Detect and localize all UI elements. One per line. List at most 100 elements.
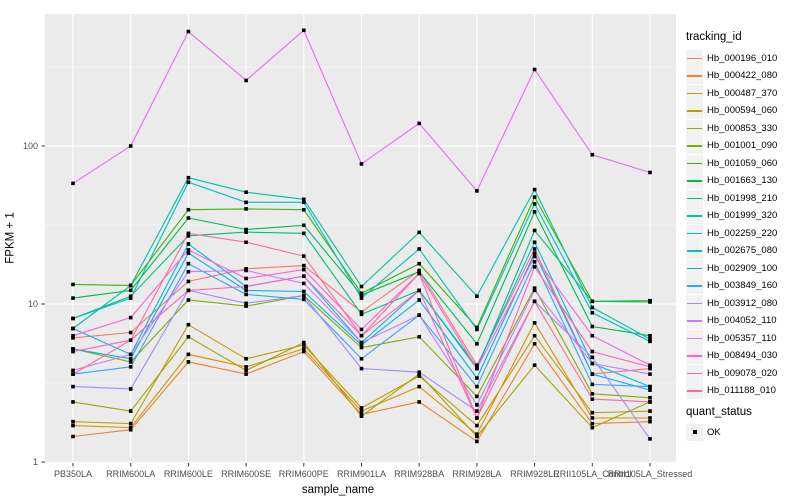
data-point-Hb_004052_110 — [186, 269, 191, 274]
data-point-Hb_004052_110 — [302, 281, 306, 286]
data-point-Hb_000422_080 — [648, 419, 652, 424]
legend-item-Hb_008494_030: Hb_008494_030 — [686, 347, 777, 365]
y-tick-label-1: 1 — [32, 457, 38, 467]
data-point-Hb_002909_100 — [648, 388, 652, 392]
data-point-Hb_004052_110 — [244, 268, 248, 273]
data-point-Hb_000853_330 — [71, 400, 75, 404]
data-point-Hb_003849_160 — [244, 292, 248, 297]
legend-label: Hb_002909_100 — [707, 262, 778, 274]
legend-key-swatch — [686, 119, 703, 137]
data-point-Hb_000196_010 — [128, 330, 133, 335]
legend-key-line — [687, 197, 702, 200]
data-point-Hb_001663_130 — [359, 293, 364, 297]
legend-item-Hb_002675_080: Hb_002675_080 — [686, 242, 777, 260]
data-point-Hb_002909_100 — [417, 298, 421, 302]
legend-key-swatch — [686, 347, 703, 365]
legend-label: Hb_000422_080 — [707, 70, 778, 82]
data-point-Hb_011188_010 — [71, 372, 75, 376]
data-point-Hb_003912_080 — [590, 355, 595, 360]
data-point-Hb_002909_100 — [532, 251, 537, 255]
panel-background — [45, 14, 676, 463]
data-point-Hb_001001_090 — [590, 392, 595, 396]
data-point-Hb_000422_080 — [186, 360, 191, 364]
legend-key-swatch — [686, 242, 703, 260]
data-point-Hb_005357_110 — [590, 152, 595, 157]
x-tick-label-PB350LA: PB350LA — [53, 469, 93, 479]
x-tick-label-RRIM928LE: RRIM928LE — [510, 469, 560, 479]
data-point-Hb_001999_320 — [302, 197, 306, 202]
legend-key-line — [687, 75, 702, 77]
data-point-Hb_009078_020 — [244, 284, 248, 289]
legend-key-swatch — [686, 224, 703, 242]
legend-label: Hb_003849_160 — [707, 280, 778, 292]
legend-label: Hb_001998_210 — [707, 192, 778, 204]
data-point-Hb_001001_090 — [244, 304, 248, 308]
legend-key-swatch — [686, 364, 703, 382]
legend-item-Hb_001059_060: Hb_001059_060 — [686, 154, 778, 173]
data-point-Hb_001998_210 — [532, 228, 537, 233]
data-point-Hb_001059_060 — [417, 261, 421, 266]
data-point-Hb_000422_080 — [532, 341, 537, 346]
data-point-Hb_000422_080 — [71, 434, 75, 439]
legend-key-swatch — [686, 154, 703, 172]
data-point-Hb_000594_060 — [244, 356, 248, 361]
data-point-Hb_003912_080 — [128, 387, 133, 391]
data-point-Hb_004052_110 — [71, 368, 75, 373]
data-point-Hb_005357_110 — [648, 170, 652, 175]
data-point-Hb_003849_160 — [302, 297, 306, 302]
y-tick-label-10: 10 — [27, 299, 38, 309]
data-point-Hb_004052_110 — [590, 361, 595, 366]
data-point-Hb_005357_110 — [532, 67, 537, 72]
x-tick-label-RRIM600SE: RRIM600SE — [221, 469, 272, 479]
legend-key-line — [687, 267, 702, 270]
legend-item-Hb_000196_010: Hb_000196_010 — [686, 49, 777, 68]
data-point-Hb_000594_060 — [128, 421, 133, 426]
x-tick-label-RRIM928LA: RRIM928LA — [452, 469, 502, 479]
data-point-Hb_000487_370 — [302, 347, 306, 351]
legend-key-line — [687, 355, 702, 357]
data-point-Hb_001999_320 — [244, 190, 248, 195]
data-point-Hb_000487_370 — [128, 425, 133, 430]
legend-key-swatch — [686, 102, 703, 120]
data-point-Hb_001059_060 — [475, 325, 479, 330]
data-point-Hb_002675_080 — [532, 240, 537, 245]
data-point-Hb_000422_080 — [128, 427, 133, 432]
legend-label: Hb_005357_110 — [707, 332, 777, 344]
x-tick-label-RRIM901LA: RRIM901LA — [336, 469, 387, 479]
legend-key-line — [687, 390, 702, 392]
data-point-Hb_000853_330 — [417, 372, 421, 376]
data-point-Hb_000853_330 — [532, 363, 537, 367]
legend-item-Hb_000853_330: Hb_000853_330 — [686, 119, 777, 138]
data-point-Hb_003849_160 — [475, 384, 479, 389]
data-point-Hb_008494_030 — [244, 276, 248, 281]
legend-label: Hb_000487_370 — [707, 87, 778, 99]
legend-label: Hb_001059_060 — [707, 157, 778, 169]
data-point-Hb_002259_220 — [475, 327, 479, 332]
data-point-Hb_003912_080 — [71, 384, 75, 389]
data-point-Hb_001998_210 — [590, 299, 595, 304]
data-point-Hb_001059_060 — [186, 207, 191, 212]
data-point-Hb_011188_010 — [302, 254, 306, 258]
data-point-Hb_011188_010 — [186, 231, 191, 236]
data-point-Hb_000853_330 — [244, 368, 248, 373]
data-point-Hb_008494_030 — [590, 333, 595, 338]
data-point-Hb_002909_100 — [475, 376, 479, 380]
legend-label: Hb_008494_030 — [707, 350, 778, 362]
data-point-Hb_001663_130 — [186, 216, 191, 220]
legend-key-line — [687, 232, 702, 235]
data-point-Hb_000487_370 — [532, 321, 537, 325]
legend-key-line — [687, 92, 702, 95]
data-point-Hb_002909_100 — [359, 343, 364, 347]
legend-key-swatch — [686, 137, 703, 155]
y-axis-title: FPKM + 1 — [4, 212, 17, 264]
legend-key-swatch — [686, 207, 703, 225]
data-point-Hb_000594_060 — [186, 322, 191, 327]
legend-item-Hb_003849_160: Hb_003849_160 — [686, 277, 777, 295]
legend-label: Hb_002675_080 — [707, 245, 778, 257]
quant-status-label: OK — [707, 426, 721, 438]
data-point-Hb_000594_060 — [417, 374, 421, 378]
legend-key-swatch — [686, 67, 703, 85]
data-point-Hb_001999_320 — [590, 305, 595, 310]
legend-label: Hb_004052_110 — [707, 315, 777, 327]
